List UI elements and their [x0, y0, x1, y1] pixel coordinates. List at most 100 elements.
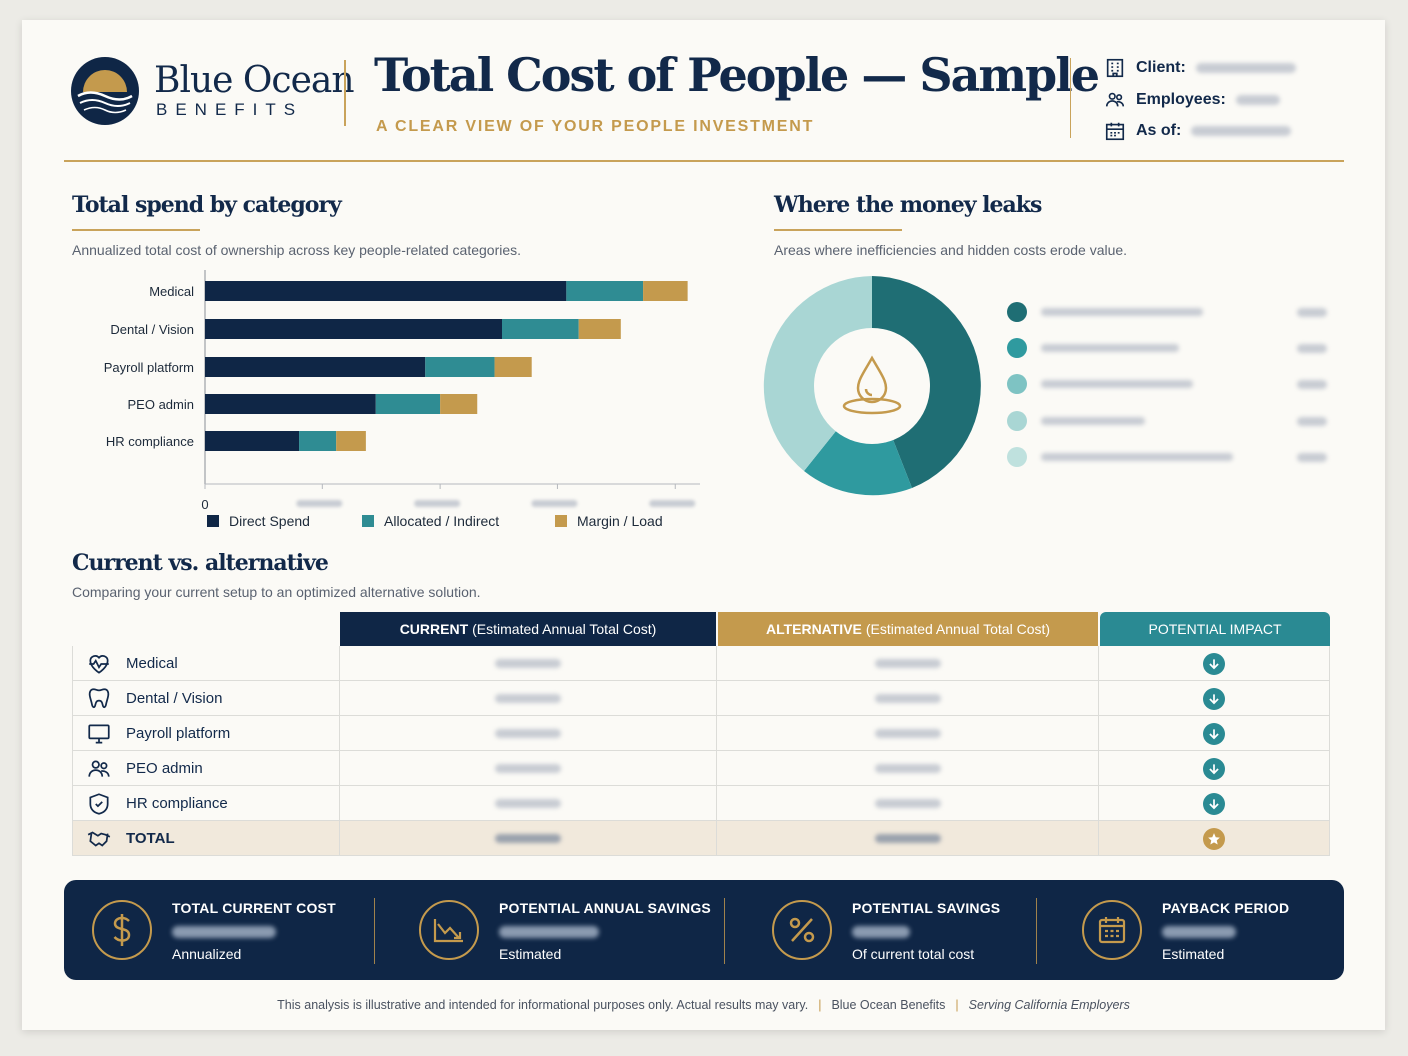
category-label: Payroll platform: [104, 360, 194, 375]
category-label: HR compliance: [106, 434, 194, 449]
kpi-4-note: Estimated: [1162, 946, 1225, 962]
bar-segment-allocated: [502, 319, 579, 339]
calendar-icon: [1105, 122, 1125, 141]
bar-segment-direct: [205, 394, 376, 414]
spend-title: Total spend by category: [72, 192, 342, 218]
handshake-icon: [87, 831, 111, 847]
header-impact-label: POTENTIAL IMPACT: [1148, 621, 1282, 637]
meta-client-label: Client:: [1136, 59, 1186, 76]
leak-legend-row: [1007, 410, 1327, 432]
current-cost-cell: [340, 681, 717, 716]
kpi-3-note: Of current total cost: [852, 946, 975, 962]
alternative-cost-cell: [717, 681, 1099, 716]
legend-label-allocated: Allocated / Indirect: [384, 513, 500, 529]
alternative-cost-cell: [717, 646, 1099, 681]
header-current-rest: (Estimated Annual Total Cost): [472, 621, 657, 637]
leak-legend-dot: [1007, 411, 1027, 431]
kpi-annual-savings: POTENTIAL ANNUAL SAVINGS Estimated: [419, 880, 719, 980]
row-label-cell: HR compliance: [72, 786, 340, 821]
kpi-total-current-cost: TOTAL CURRENT COST Annualized: [92, 880, 372, 980]
table-row: Payroll platform: [72, 716, 1330, 751]
alternative-cost-redacted: [874, 799, 941, 808]
page-tagline: A CLEAR VIEW OF YOUR PEOPLE INVESTMENT: [376, 118, 815, 135]
impact-cell: [1099, 681, 1330, 716]
row-label: HR compliance: [126, 795, 228, 812]
legend-allocated: Allocated / Indirect: [362, 513, 499, 529]
category-label: Dental / Vision: [110, 322, 194, 337]
alternative-cost-redacted: [874, 659, 941, 668]
leaks-title-underline: [774, 229, 902, 231]
shield-icon: [89, 792, 109, 815]
leak-label-redacted: [1041, 417, 1145, 425]
row-label: Medical: [126, 655, 178, 672]
meta-as-of: As of:: [1104, 119, 1374, 143]
alternative-cost-redacted: [874, 729, 941, 738]
tooth-icon: [88, 687, 110, 708]
leak-value-redacted: [1297, 343, 1327, 353]
bar-segment-direct: [205, 281, 567, 301]
leak-legend-dot: [1007, 447, 1027, 467]
meta-employees-value-redacted: [1235, 95, 1280, 105]
heart-pulse-icon: [89, 654, 109, 674]
arrow-down-icon: [1203, 687, 1225, 710]
alternative-cost-cell: [717, 751, 1099, 786]
row-label: Dental / Vision: [126, 690, 223, 707]
bar-segment-direct: [205, 357, 426, 377]
kpi-1-note: Annualized: [172, 946, 242, 962]
legend-margin: Margin / Load: [555, 513, 663, 529]
kpi-band: TOTAL CURRENT COST Annualized POTENTIAL …: [64, 880, 1344, 980]
kpi-separator: [724, 898, 725, 964]
monitor-icon: [88, 723, 110, 744]
category-label: PEO admin: [128, 397, 194, 412]
bar-segment-allocated: [375, 394, 441, 414]
meta-client-value-redacted: [1195, 63, 1296, 73]
current-cost-cell: [340, 646, 717, 681]
footer-disclaimer: This analysis is illustrative and intend…: [277, 998, 809, 1012]
meta-as-of-value-redacted: [1191, 126, 1292, 136]
kpi-2-value-redacted: [499, 926, 599, 938]
row-label: TOTAL: [126, 830, 175, 847]
kpi-separator: [374, 898, 375, 964]
alternative-cost-redacted: [874, 764, 941, 773]
arrow-down-icon: [1203, 652, 1225, 675]
leak-value-redacted: [1297, 307, 1327, 317]
row-label-cell: Payroll platform: [72, 716, 340, 751]
bar-segment-margin: [578, 319, 621, 339]
current-cost-redacted: [495, 694, 561, 703]
bar-segment-allocated: [566, 281, 644, 301]
meta-employees: Employees:: [1104, 88, 1374, 112]
header-divider-right: [1070, 58, 1071, 138]
category-label: Medical: [149, 284, 194, 299]
arrow-down-icon: [1203, 722, 1225, 745]
legend-swatch-allocated: [362, 515, 374, 527]
leak-label-redacted: [1041, 380, 1193, 388]
bar-segment-allocated: [299, 431, 337, 451]
kpi-4-value-redacted: [1162, 926, 1236, 938]
footer: This analysis is illustrative and intend…: [277, 998, 1130, 1012]
kpi-2-note: Estimated: [499, 946, 562, 962]
alternative-cost-cell: [717, 716, 1099, 751]
table-row: Dental / Vision: [72, 681, 1330, 716]
x-tick-label-redacted: [531, 500, 578, 507]
impact-cell: [1099, 786, 1330, 821]
impact-cell: [1099, 751, 1330, 786]
kpi-1-value-redacted: [172, 926, 276, 938]
legend-swatch-direct: [207, 515, 219, 527]
x-tick-label-redacted: [414, 500, 461, 507]
legend-direct: Direct Spend: [207, 513, 310, 529]
impact-cell: [1099, 821, 1330, 856]
star-icon: [1203, 827, 1225, 850]
current-cost-redacted: [495, 729, 561, 738]
header-alt-bold: ALTERNATIVE: [765, 621, 862, 637]
impact-cell: [1099, 646, 1330, 681]
dollar-icon: [92, 900, 152, 960]
comparison-subtitle: Comparing your current setup to an optim…: [72, 584, 481, 600]
table-row: HR compliance: [72, 786, 1330, 821]
calendar-icon: [1082, 900, 1142, 960]
page-title: Total Cost of People — Sample: [374, 48, 1100, 102]
comparison-title: Current vs. alternative: [72, 550, 329, 576]
leak-label-redacted: [1041, 344, 1179, 352]
row-label-cell: TOTAL: [72, 821, 340, 856]
header-divider: [344, 60, 346, 126]
table-row-total: TOTAL: [72, 821, 1330, 856]
